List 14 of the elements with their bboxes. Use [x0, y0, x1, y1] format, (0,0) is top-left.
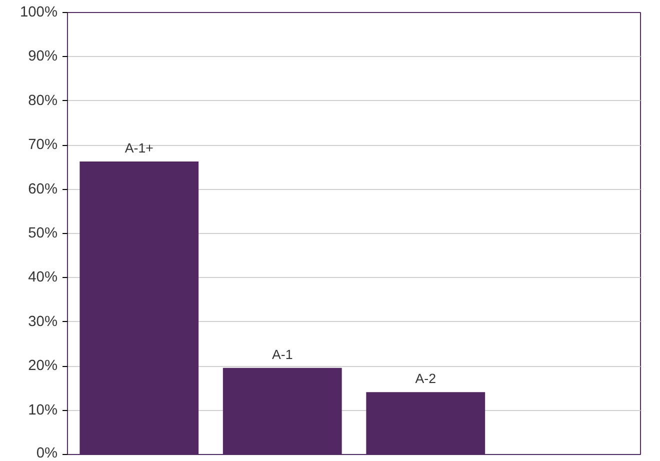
y-tick-label: 50% [28, 226, 58, 242]
y-tick-label: 100% [20, 4, 58, 20]
y-tick-label: 0% [36, 446, 58, 461]
y-tick-label: 60% [28, 181, 58, 198]
y-tick-label: 40% [28, 270, 58, 286]
y-tick-label: 30% [28, 314, 58, 330]
y-tick-label: 70% [28, 137, 58, 154]
y-tick-label: 90% [28, 48, 58, 65]
x-tick-label: A-2 [415, 371, 436, 386]
y-tick-label: 80% [28, 92, 58, 109]
y-tick-label: 10% [28, 402, 58, 418]
x-tick-label: A-1 [272, 346, 293, 362]
x-tick-label: A-1+ [124, 140, 154, 156]
y-tick-label: 20% [28, 358, 58, 374]
